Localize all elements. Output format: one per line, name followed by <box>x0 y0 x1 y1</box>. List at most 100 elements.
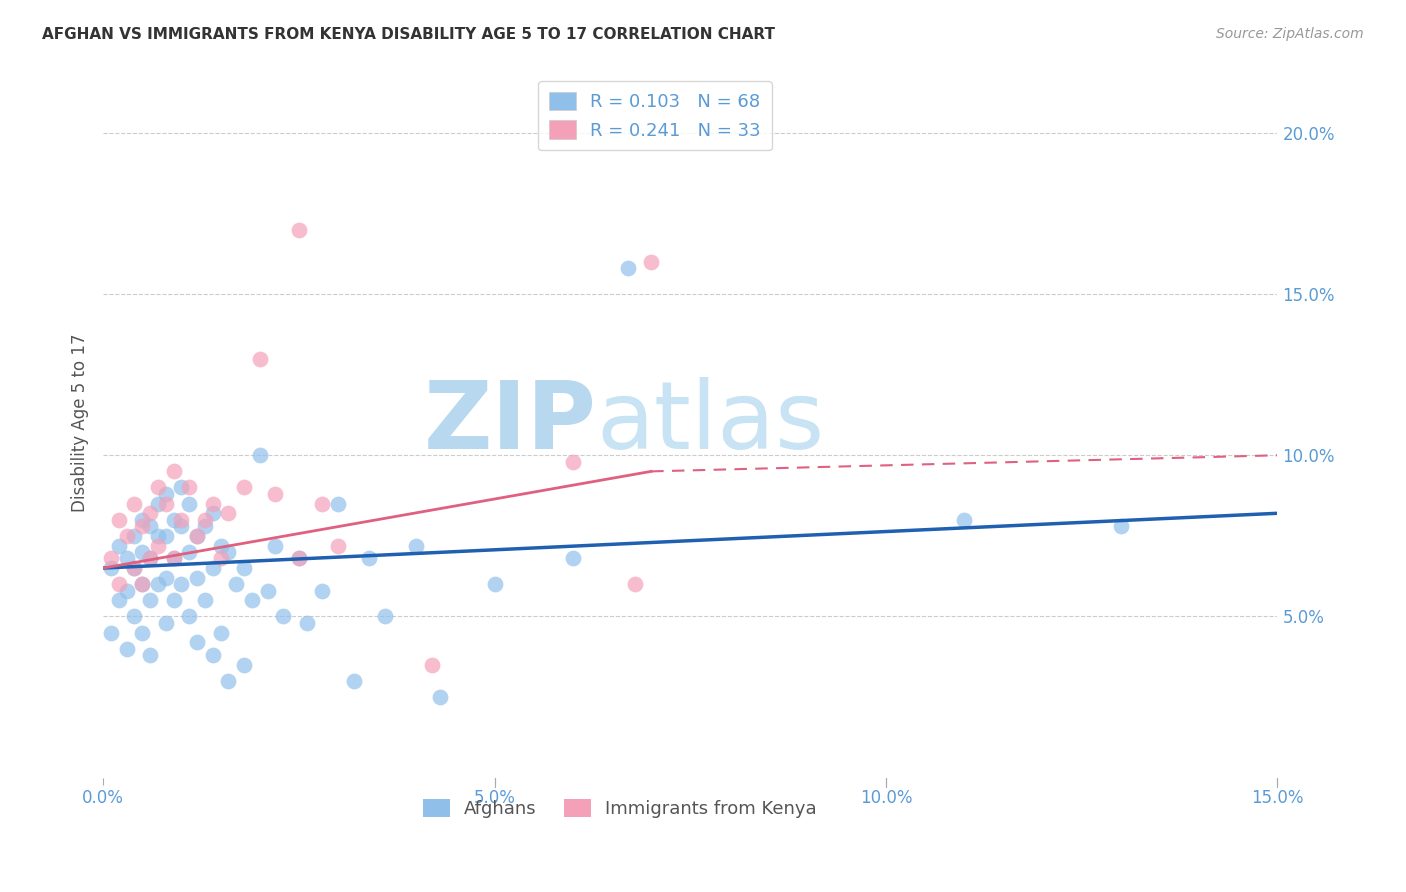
Point <box>429 690 451 704</box>
Point <box>139 593 162 607</box>
Point <box>146 481 169 495</box>
Point <box>217 673 239 688</box>
Point <box>115 551 138 566</box>
Point <box>194 519 217 533</box>
Point <box>420 657 443 672</box>
Point <box>561 455 583 469</box>
Point <box>186 571 208 585</box>
Y-axis label: Disability Age 5 to 17: Disability Age 5 to 17 <box>72 334 89 512</box>
Point <box>155 497 177 511</box>
Point <box>186 635 208 649</box>
Point <box>217 545 239 559</box>
Point <box>326 539 349 553</box>
Point <box>249 448 271 462</box>
Point <box>124 497 146 511</box>
Point <box>271 609 294 624</box>
Point <box>288 551 311 566</box>
Point <box>155 529 177 543</box>
Point <box>162 593 184 607</box>
Point <box>131 625 153 640</box>
Point <box>953 513 976 527</box>
Point <box>179 609 201 624</box>
Point <box>233 561 256 575</box>
Point <box>561 551 583 566</box>
Point <box>209 539 232 553</box>
Point <box>484 577 506 591</box>
Point <box>131 513 153 527</box>
Point <box>225 577 247 591</box>
Point <box>233 481 256 495</box>
Point <box>100 551 122 566</box>
Point <box>162 513 184 527</box>
Point <box>288 551 311 566</box>
Point <box>186 529 208 543</box>
Point <box>209 625 232 640</box>
Point <box>616 261 638 276</box>
Point <box>131 577 153 591</box>
Point <box>100 561 122 575</box>
Point <box>1109 519 1132 533</box>
Legend: Afghans, Immigrants from Kenya: Afghans, Immigrants from Kenya <box>415 791 824 825</box>
Point <box>179 545 201 559</box>
Point <box>139 506 162 520</box>
Point <box>162 551 184 566</box>
Point <box>405 539 427 553</box>
Text: Source: ZipAtlas.com: Source: ZipAtlas.com <box>1216 27 1364 41</box>
Point <box>139 519 162 533</box>
Point <box>115 583 138 598</box>
Point <box>311 497 333 511</box>
Point <box>131 519 153 533</box>
Point <box>186 529 208 543</box>
Point <box>146 529 169 543</box>
Point <box>264 487 287 501</box>
Point <box>107 577 129 591</box>
Point <box>624 577 647 591</box>
Point <box>124 561 146 575</box>
Point <box>201 561 224 575</box>
Point <box>146 577 169 591</box>
Point <box>155 487 177 501</box>
Point <box>201 648 224 662</box>
Point <box>256 583 278 598</box>
Point <box>162 464 184 478</box>
Point <box>115 641 138 656</box>
Point <box>209 551 232 566</box>
Point <box>233 657 256 672</box>
Point <box>179 497 201 511</box>
Point <box>124 529 146 543</box>
Point <box>264 539 287 553</box>
Point <box>374 609 396 624</box>
Point <box>201 497 224 511</box>
Point <box>100 625 122 640</box>
Point <box>326 497 349 511</box>
Point <box>194 513 217 527</box>
Point <box>107 593 129 607</box>
Point <box>139 551 162 566</box>
Point <box>139 648 162 662</box>
Point <box>162 551 184 566</box>
Point <box>107 513 129 527</box>
Point <box>194 593 217 607</box>
Point <box>131 545 153 559</box>
Point <box>146 539 169 553</box>
Point <box>170 481 193 495</box>
Point <box>155 615 177 630</box>
Point <box>170 577 193 591</box>
Point <box>139 551 162 566</box>
Point <box>107 539 129 553</box>
Point <box>170 519 193 533</box>
Point <box>249 351 271 366</box>
Point <box>217 506 239 520</box>
Point <box>124 609 146 624</box>
Point <box>146 497 169 511</box>
Point <box>179 481 201 495</box>
Point <box>115 529 138 543</box>
Text: ZIP: ZIP <box>423 377 596 469</box>
Point <box>170 513 193 527</box>
Point <box>359 551 381 566</box>
Point <box>124 561 146 575</box>
Point <box>155 571 177 585</box>
Point <box>295 615 318 630</box>
Text: AFGHAN VS IMMIGRANTS FROM KENYA DISABILITY AGE 5 TO 17 CORRELATION CHART: AFGHAN VS IMMIGRANTS FROM KENYA DISABILI… <box>42 27 775 42</box>
Point <box>131 577 153 591</box>
